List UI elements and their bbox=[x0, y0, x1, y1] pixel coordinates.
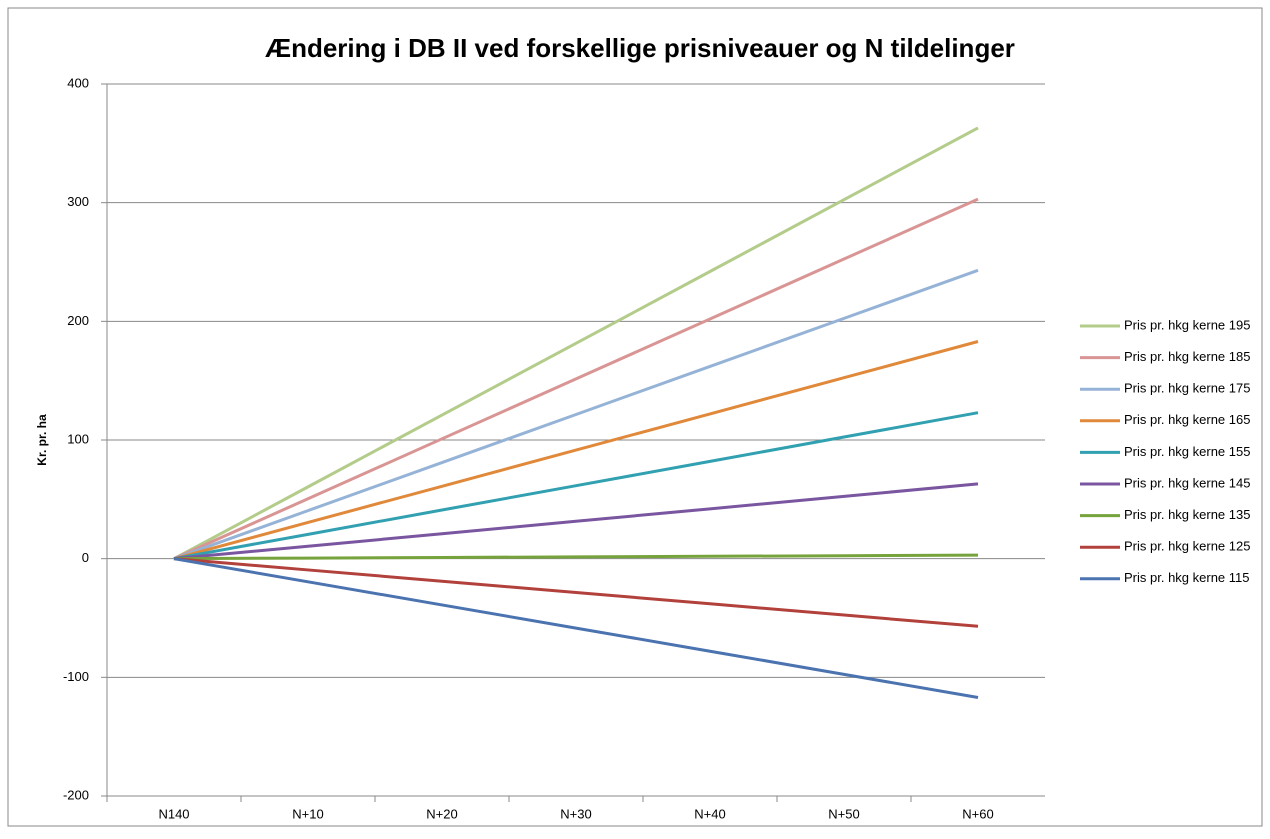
series-line bbox=[173, 557, 979, 628]
legend-label: Pris pr. hkg kerne 175 bbox=[1124, 381, 1250, 396]
x-tick-label: N140 bbox=[158, 806, 189, 821]
x-tick-label: N+30 bbox=[560, 806, 591, 821]
legend-label: Pris pr. hkg kerne 185 bbox=[1124, 349, 1250, 364]
series-line bbox=[173, 126, 979, 560]
y-tick-label: 200 bbox=[67, 313, 89, 328]
y-tick-label: 300 bbox=[67, 194, 89, 209]
x-tick-label: N+20 bbox=[426, 806, 457, 821]
series-line bbox=[173, 557, 979, 699]
series-line bbox=[173, 268, 979, 561]
series-line bbox=[173, 340, 979, 561]
legend-label: Pris pr. hkg kerne 125 bbox=[1124, 539, 1250, 554]
y-axis-label: Kr. pr. ha bbox=[35, 414, 49, 466]
legend-label: Pris pr. hkg kerne 155 bbox=[1124, 444, 1250, 459]
y-tick-label: -200 bbox=[63, 787, 89, 802]
legend-label: Pris pr. hkg kerne 115 bbox=[1124, 570, 1250, 585]
y-tick-label: 100 bbox=[67, 431, 89, 446]
legend-label: Pris pr. hkg kerne 135 bbox=[1124, 507, 1250, 522]
y-tick-label: 400 bbox=[67, 75, 89, 90]
x-tick-label: N+10 bbox=[292, 806, 323, 821]
chart-border bbox=[7, 7, 1263, 827]
x-tick-label: N+40 bbox=[694, 806, 725, 821]
series-line bbox=[173, 411, 979, 561]
series-line bbox=[173, 482, 979, 561]
y-tick-label: -100 bbox=[63, 669, 89, 684]
legend-label: Pris pr. hkg kerne 195 bbox=[1124, 317, 1250, 332]
legend-label: Pris pr. hkg kerne 165 bbox=[1124, 412, 1250, 427]
series-line bbox=[173, 197, 979, 561]
legend-label: Pris pr. hkg kerne 145 bbox=[1124, 475, 1250, 490]
y-tick-label: 0 bbox=[82, 550, 89, 565]
chart-title: Ændering i DB II ved forskellige prisniv… bbox=[265, 33, 1015, 63]
x-tick-label: N+60 bbox=[962, 806, 993, 821]
series-line bbox=[173, 553, 979, 561]
x-tick-label: N+50 bbox=[828, 806, 859, 821]
